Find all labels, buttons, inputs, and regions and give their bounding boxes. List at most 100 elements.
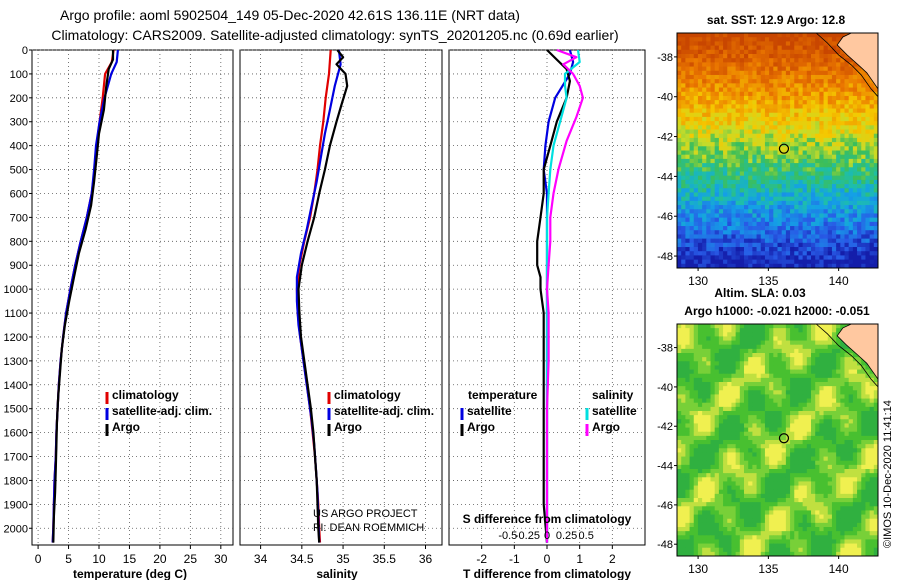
map-cell — [836, 498, 841, 503]
map-cell — [865, 234, 871, 240]
map-cell — [773, 70, 778, 76]
map-cell — [744, 373, 749, 379]
map-cell — [785, 502, 791, 507]
map-cell — [794, 37, 799, 42]
map-cell — [752, 200, 757, 206]
map-cell — [744, 62, 749, 67]
map-cell — [802, 53, 808, 59]
map-cell — [806, 344, 812, 350]
map-cell — [823, 336, 829, 341]
map-cell — [827, 498, 833, 503]
map-cell — [869, 95, 875, 101]
map-cell — [831, 440, 837, 445]
map-cell — [819, 386, 824, 391]
map-cell — [836, 104, 841, 109]
map-cell — [811, 247, 816, 252]
map-cell — [861, 423, 866, 428]
map-cell — [748, 171, 753, 177]
map-cell — [781, 328, 787, 333]
map-cell — [748, 473, 753, 478]
map-cell — [794, 431, 799, 437]
map-cell — [848, 398, 854, 404]
map-cell — [693, 263, 699, 269]
map-cell — [773, 411, 778, 416]
map-cell — [836, 469, 841, 474]
map-cell — [752, 415, 757, 420]
map-cell — [714, 435, 720, 441]
map-cell — [702, 485, 707, 491]
map-cell — [710, 83, 716, 88]
map-cell — [769, 348, 774, 354]
map-cell — [777, 419, 783, 424]
map-cell — [873, 452, 879, 457]
map-cell — [748, 415, 753, 420]
map-cell — [831, 91, 837, 97]
map-cell — [739, 83, 745, 88]
map-cell — [819, 460, 824, 466]
map-cell — [777, 45, 783, 51]
map-cell — [739, 251, 745, 256]
map-cell — [714, 66, 720, 72]
map-cell — [685, 179, 690, 185]
map-cell — [764, 263, 770, 269]
map-cell — [823, 217, 829, 223]
map-cell — [798, 398, 804, 404]
map-cell — [748, 353, 753, 358]
map-cell — [744, 336, 749, 341]
map-cell — [840, 348, 845, 354]
map-cell — [798, 406, 804, 412]
map-cell — [723, 324, 728, 329]
map-cell — [689, 464, 695, 470]
map-cell — [831, 394, 837, 399]
map-cell — [840, 263, 845, 269]
map-cell — [836, 133, 841, 139]
map-cell — [748, 502, 753, 507]
map-cell — [802, 444, 808, 449]
map-cell — [852, 121, 858, 126]
map-cell — [857, 259, 862, 265]
map-cell — [857, 238, 862, 244]
map-cell — [857, 184, 862, 189]
map-cell — [823, 365, 829, 370]
map-cell — [794, 188, 799, 193]
map-cell — [769, 328, 774, 333]
map-cell — [693, 394, 699, 399]
map-cell — [697, 251, 703, 256]
map-cell — [819, 365, 824, 370]
map-cell — [685, 353, 690, 358]
map-cell — [827, 477, 833, 482]
map-cell — [685, 259, 690, 265]
map-cell — [727, 394, 732, 399]
map-cell — [710, 336, 716, 341]
map-cell — [773, 213, 778, 219]
map-cell — [714, 238, 720, 244]
map-cell — [706, 481, 711, 486]
map-cell — [815, 502, 820, 507]
map-cell — [827, 340, 833, 346]
map-cell — [773, 45, 778, 51]
map-cell — [752, 444, 757, 449]
map-cell — [815, 167, 820, 172]
map-cell — [760, 336, 766, 341]
map-cell — [798, 158, 804, 164]
map-cell — [790, 419, 795, 424]
map-cell — [714, 377, 720, 383]
map-cell — [857, 493, 862, 499]
map-cell — [714, 133, 720, 139]
map-cell — [806, 184, 812, 189]
map-cell — [802, 188, 808, 193]
map-cell — [760, 163, 766, 168]
map-cell — [689, 502, 695, 507]
map-cell — [714, 440, 720, 445]
y-tick-label: 1800 — [4, 475, 28, 487]
map-cell — [827, 175, 833, 181]
map-cell — [827, 74, 833, 80]
map-cell — [681, 402, 686, 408]
map-cell — [685, 452, 690, 457]
map-cell — [756, 489, 762, 495]
map-cell — [760, 112, 766, 118]
map-cell — [811, 238, 816, 244]
map-cell — [693, 62, 699, 67]
map-cell — [739, 444, 745, 449]
map-cell — [764, 83, 770, 88]
